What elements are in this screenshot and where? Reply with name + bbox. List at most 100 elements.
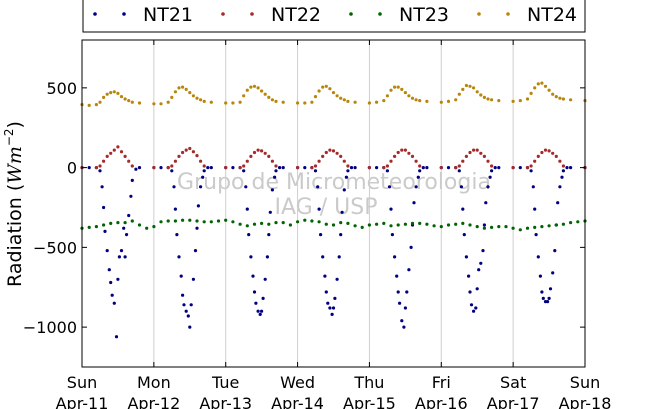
data-point — [425, 166, 429, 170]
data-point — [224, 166, 228, 170]
data-point — [396, 150, 400, 155]
data-point — [123, 154, 127, 158]
data-point — [457, 169, 461, 173]
data-point — [533, 159, 537, 163]
data-point — [256, 148, 260, 152]
data-point — [321, 85, 325, 89]
data-point — [330, 312, 334, 316]
data-point — [177, 154, 181, 158]
data-point — [152, 166, 156, 170]
data-point — [313, 95, 318, 99]
data-point — [296, 166, 300, 170]
data-point — [303, 166, 307, 170]
data-point — [518, 228, 522, 232]
data-point — [188, 325, 192, 329]
data-point — [400, 87, 404, 91]
x-tick-label-date: Apr-16 — [415, 394, 468, 409]
data-point — [536, 154, 540, 158]
data-point — [110, 293, 114, 297]
data-point — [360, 225, 364, 229]
series-nt23 — [80, 218, 587, 232]
data-point — [529, 164, 533, 168]
data-point — [270, 159, 274, 163]
data-point — [94, 103, 98, 107]
x-axis: Sun Apr-11 Mon Apr-12 Tue Apr-13 Wed Apr-14 Thu A… — [56, 40, 612, 409]
data-point — [313, 169, 318, 173]
data-point — [540, 81, 544, 85]
data-point — [396, 290, 400, 294]
y-axis-label-exponent: −2 — [2, 128, 16, 146]
data-point — [493, 166, 497, 170]
data-point — [179, 274, 183, 278]
data-point — [403, 222, 407, 226]
data-point — [231, 220, 235, 224]
x-tick-label-date: Apr-18 — [559, 394, 612, 409]
data-point — [145, 226, 149, 230]
data-point — [252, 150, 257, 155]
data-point — [137, 166, 142, 170]
legend: NT21 NT22 NT23 NT24 — [82, 0, 586, 33]
data-point — [130, 100, 134, 104]
data-point — [252, 290, 257, 294]
data-point — [407, 268, 411, 272]
data-point — [497, 166, 501, 170]
data-point — [375, 166, 379, 170]
data-point — [482, 154, 486, 158]
data-point — [335, 94, 339, 98]
data-point — [389, 207, 393, 211]
data-point — [130, 219, 134, 223]
data-point — [238, 222, 242, 226]
data-point — [490, 98, 494, 102]
data-point — [540, 225, 544, 229]
data-point — [353, 224, 357, 228]
data-point — [202, 164, 206, 168]
data-point — [296, 220, 300, 224]
y-axis-label-close: ) — [4, 121, 26, 128]
data-point — [173, 219, 177, 223]
data-point — [468, 150, 472, 155]
data-point — [547, 296, 551, 300]
watermark-line-2: IAG / USP — [275, 195, 378, 220]
data-point — [170, 95, 174, 99]
data-point — [245, 159, 249, 163]
data-point — [569, 98, 573, 102]
x-tick-label-day: Sat — [500, 373, 526, 392]
data-point — [461, 159, 465, 163]
data-point — [405, 290, 409, 294]
data-point — [323, 274, 327, 278]
data-point — [177, 255, 181, 259]
data-point — [191, 277, 195, 281]
data-point — [87, 225, 91, 229]
data-point — [296, 101, 300, 105]
data-point — [317, 89, 321, 93]
data-point — [346, 221, 350, 225]
data-point — [556, 201, 560, 205]
data-point — [117, 255, 121, 259]
data-point — [461, 207, 465, 211]
data-point — [540, 150, 544, 155]
data-point — [475, 148, 479, 152]
data-point — [439, 225, 443, 229]
data-point — [184, 309, 188, 313]
data-point — [421, 166, 425, 170]
data-point — [518, 99, 522, 103]
legend-label: NT21 — [143, 4, 193, 26]
data-point — [342, 98, 346, 102]
data-point — [565, 166, 569, 170]
legend-box — [82, 0, 586, 33]
data-point — [116, 221, 120, 225]
data-point — [98, 100, 102, 104]
data-point — [346, 99, 350, 103]
data-point — [303, 218, 307, 222]
legend-label: NT23 — [399, 4, 449, 26]
data-point — [486, 185, 490, 189]
data-point — [533, 207, 537, 211]
data-point — [533, 86, 537, 90]
data-point — [274, 169, 278, 173]
data-point — [403, 91, 407, 95]
data-point — [425, 99, 429, 103]
data-point — [173, 90, 177, 94]
data-point — [247, 233, 251, 237]
y-tick-label: −500 — [33, 238, 77, 257]
